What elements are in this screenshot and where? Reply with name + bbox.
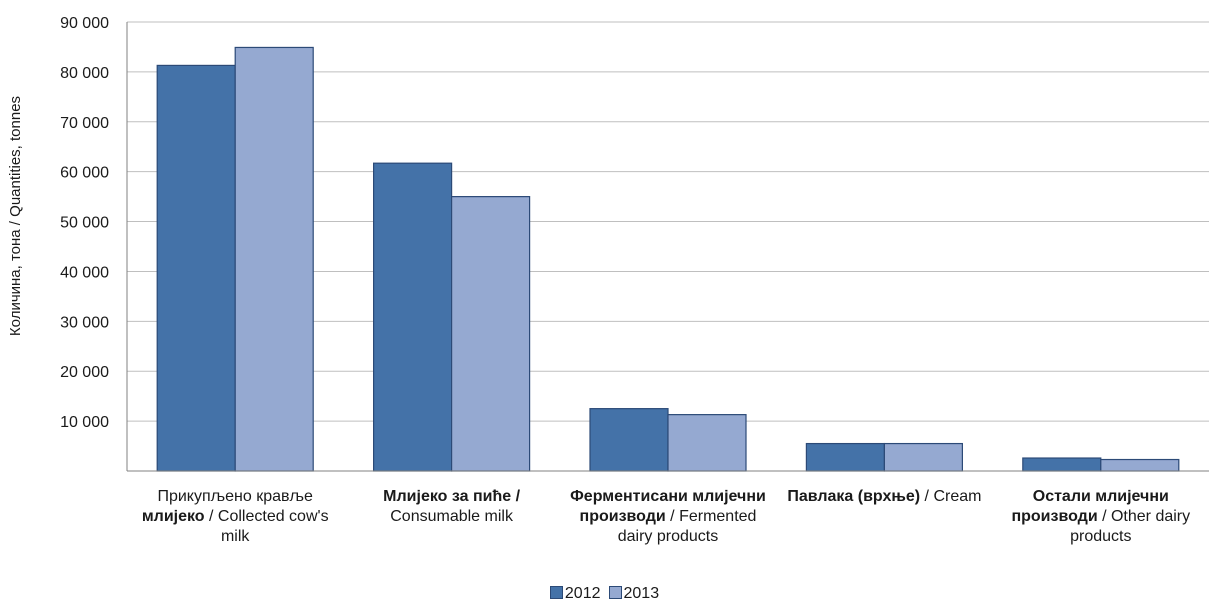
legend-swatch xyxy=(608,586,622,599)
category-label-line: Consumable milk xyxy=(390,508,513,525)
category-label-line: milk xyxy=(220,528,250,545)
category-label-line: Прикупљено кравље xyxy=(157,488,313,505)
y-tick-label: 80 000 xyxy=(60,65,109,82)
legend-swatch xyxy=(549,586,563,599)
category-label-line: Павлака (врхње) / Cream xyxy=(787,488,982,505)
y-tick-label: 40 000 xyxy=(60,264,109,281)
category-label-line: dairy products xyxy=(617,528,719,545)
category-label: Млијеко за пиће / Consumable milk xyxy=(347,487,557,527)
y-tick-label: 50 000 xyxy=(60,215,109,232)
bar-2012-2 xyxy=(589,408,669,472)
category-label-line: млијеко / Collected cow's xyxy=(141,508,329,525)
y-tick-label: 70 000 xyxy=(60,115,109,132)
y-tick-label: 30 000 xyxy=(60,314,109,331)
legend-item-2012: 2012 xyxy=(549,585,601,602)
category-label-line: Ферментисани млијечни xyxy=(570,488,766,505)
legend-label: 2013 xyxy=(623,585,660,602)
category-label-line: Млијеко за пиће / xyxy=(383,488,521,505)
y-axis-label: Количина, тона / Quantities, tonnes xyxy=(7,96,24,336)
bar-2013-0 xyxy=(234,46,314,472)
category-label-line: Остали млијечни xyxy=(1032,488,1169,505)
y-tick-label: 60 000 xyxy=(60,165,109,182)
bars xyxy=(156,46,1180,472)
y-tick-label: 20 000 xyxy=(60,364,109,381)
y-tick-label: 10 000 xyxy=(60,414,109,431)
y-tick-labels: 10 000 20 000 30 000 40 000 50 000 60 000 70 0… xyxy=(60,15,109,431)
bar-chart: 10 000 20 000 30 000 40 000 50 000 60 000 70 0… xyxy=(7,15,1209,472)
bar-2012-4 xyxy=(1022,457,1102,472)
bar-2013-1 xyxy=(451,196,531,472)
category-label-line: products xyxy=(1070,528,1132,545)
category-label: Ферментисани млијечни производи / Ferment… xyxy=(563,487,773,547)
bar-2012-1 xyxy=(373,162,453,472)
bar-2012-3 xyxy=(805,442,886,472)
category-label: Прикупљено кравље млијеко / Collected cow… xyxy=(130,487,340,547)
category-label-line: производи / Other dairy xyxy=(1011,508,1191,525)
y-tick-label: 90 000 xyxy=(60,15,109,32)
category-label: Остали млијечни производи / Other dairy pr… xyxy=(996,487,1206,547)
bar-2013-2 xyxy=(667,414,747,472)
bar-2013-4 xyxy=(1100,458,1180,472)
legend-item-2013: 2013 xyxy=(608,585,660,602)
category-label: Павлака (врхње) / Cream xyxy=(779,487,989,507)
category-label-line: производи / Fermented xyxy=(579,508,757,525)
bar-2012-0 xyxy=(156,64,236,472)
legend-label: 2012 xyxy=(564,585,601,602)
bar-2013-3 xyxy=(883,442,964,472)
axes xyxy=(126,22,1209,472)
legend: 2012 2013 xyxy=(0,585,1209,603)
